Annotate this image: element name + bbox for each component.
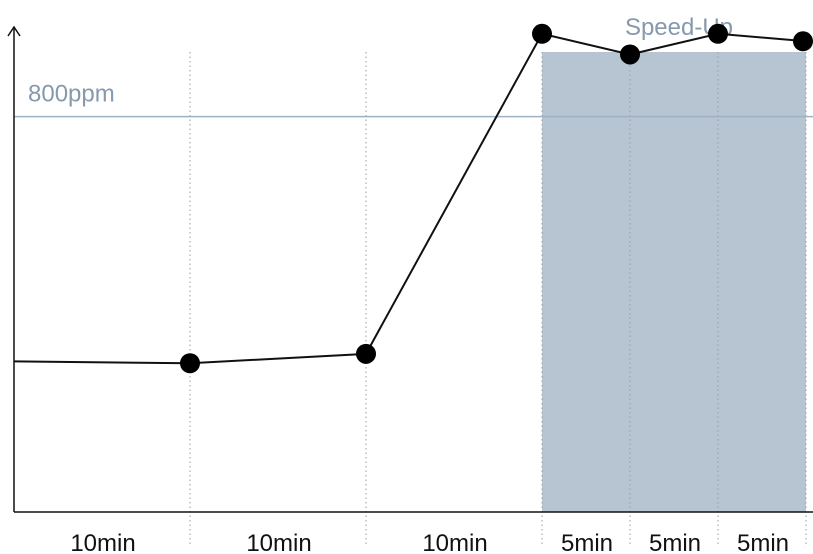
data-points	[180, 23, 813, 374]
x-segment-label: 10min	[246, 530, 311, 554]
grid-lines	[189, 52, 807, 544]
x-segment-label: 5min	[737, 530, 789, 554]
data-point	[708, 23, 728, 44]
data-point	[180, 353, 200, 374]
data-point	[620, 44, 640, 65]
data-point	[356, 343, 376, 364]
data-point	[793, 31, 813, 52]
threshold-label: 800ppm	[28, 81, 115, 108]
x-segment-label: 10min	[422, 530, 487, 554]
x-segment-label: 10min	[70, 530, 135, 554]
highlight-region	[542, 52, 806, 512]
x-segment-label: 5min	[561, 530, 613, 554]
x-segment-label: 5min	[649, 530, 701, 554]
data-point	[532, 23, 552, 44]
x-segment-labels: 10min 10min 10min 5min 5min 5min	[70, 530, 789, 554]
y-axis-arrow-icon	[7, 25, 21, 37]
